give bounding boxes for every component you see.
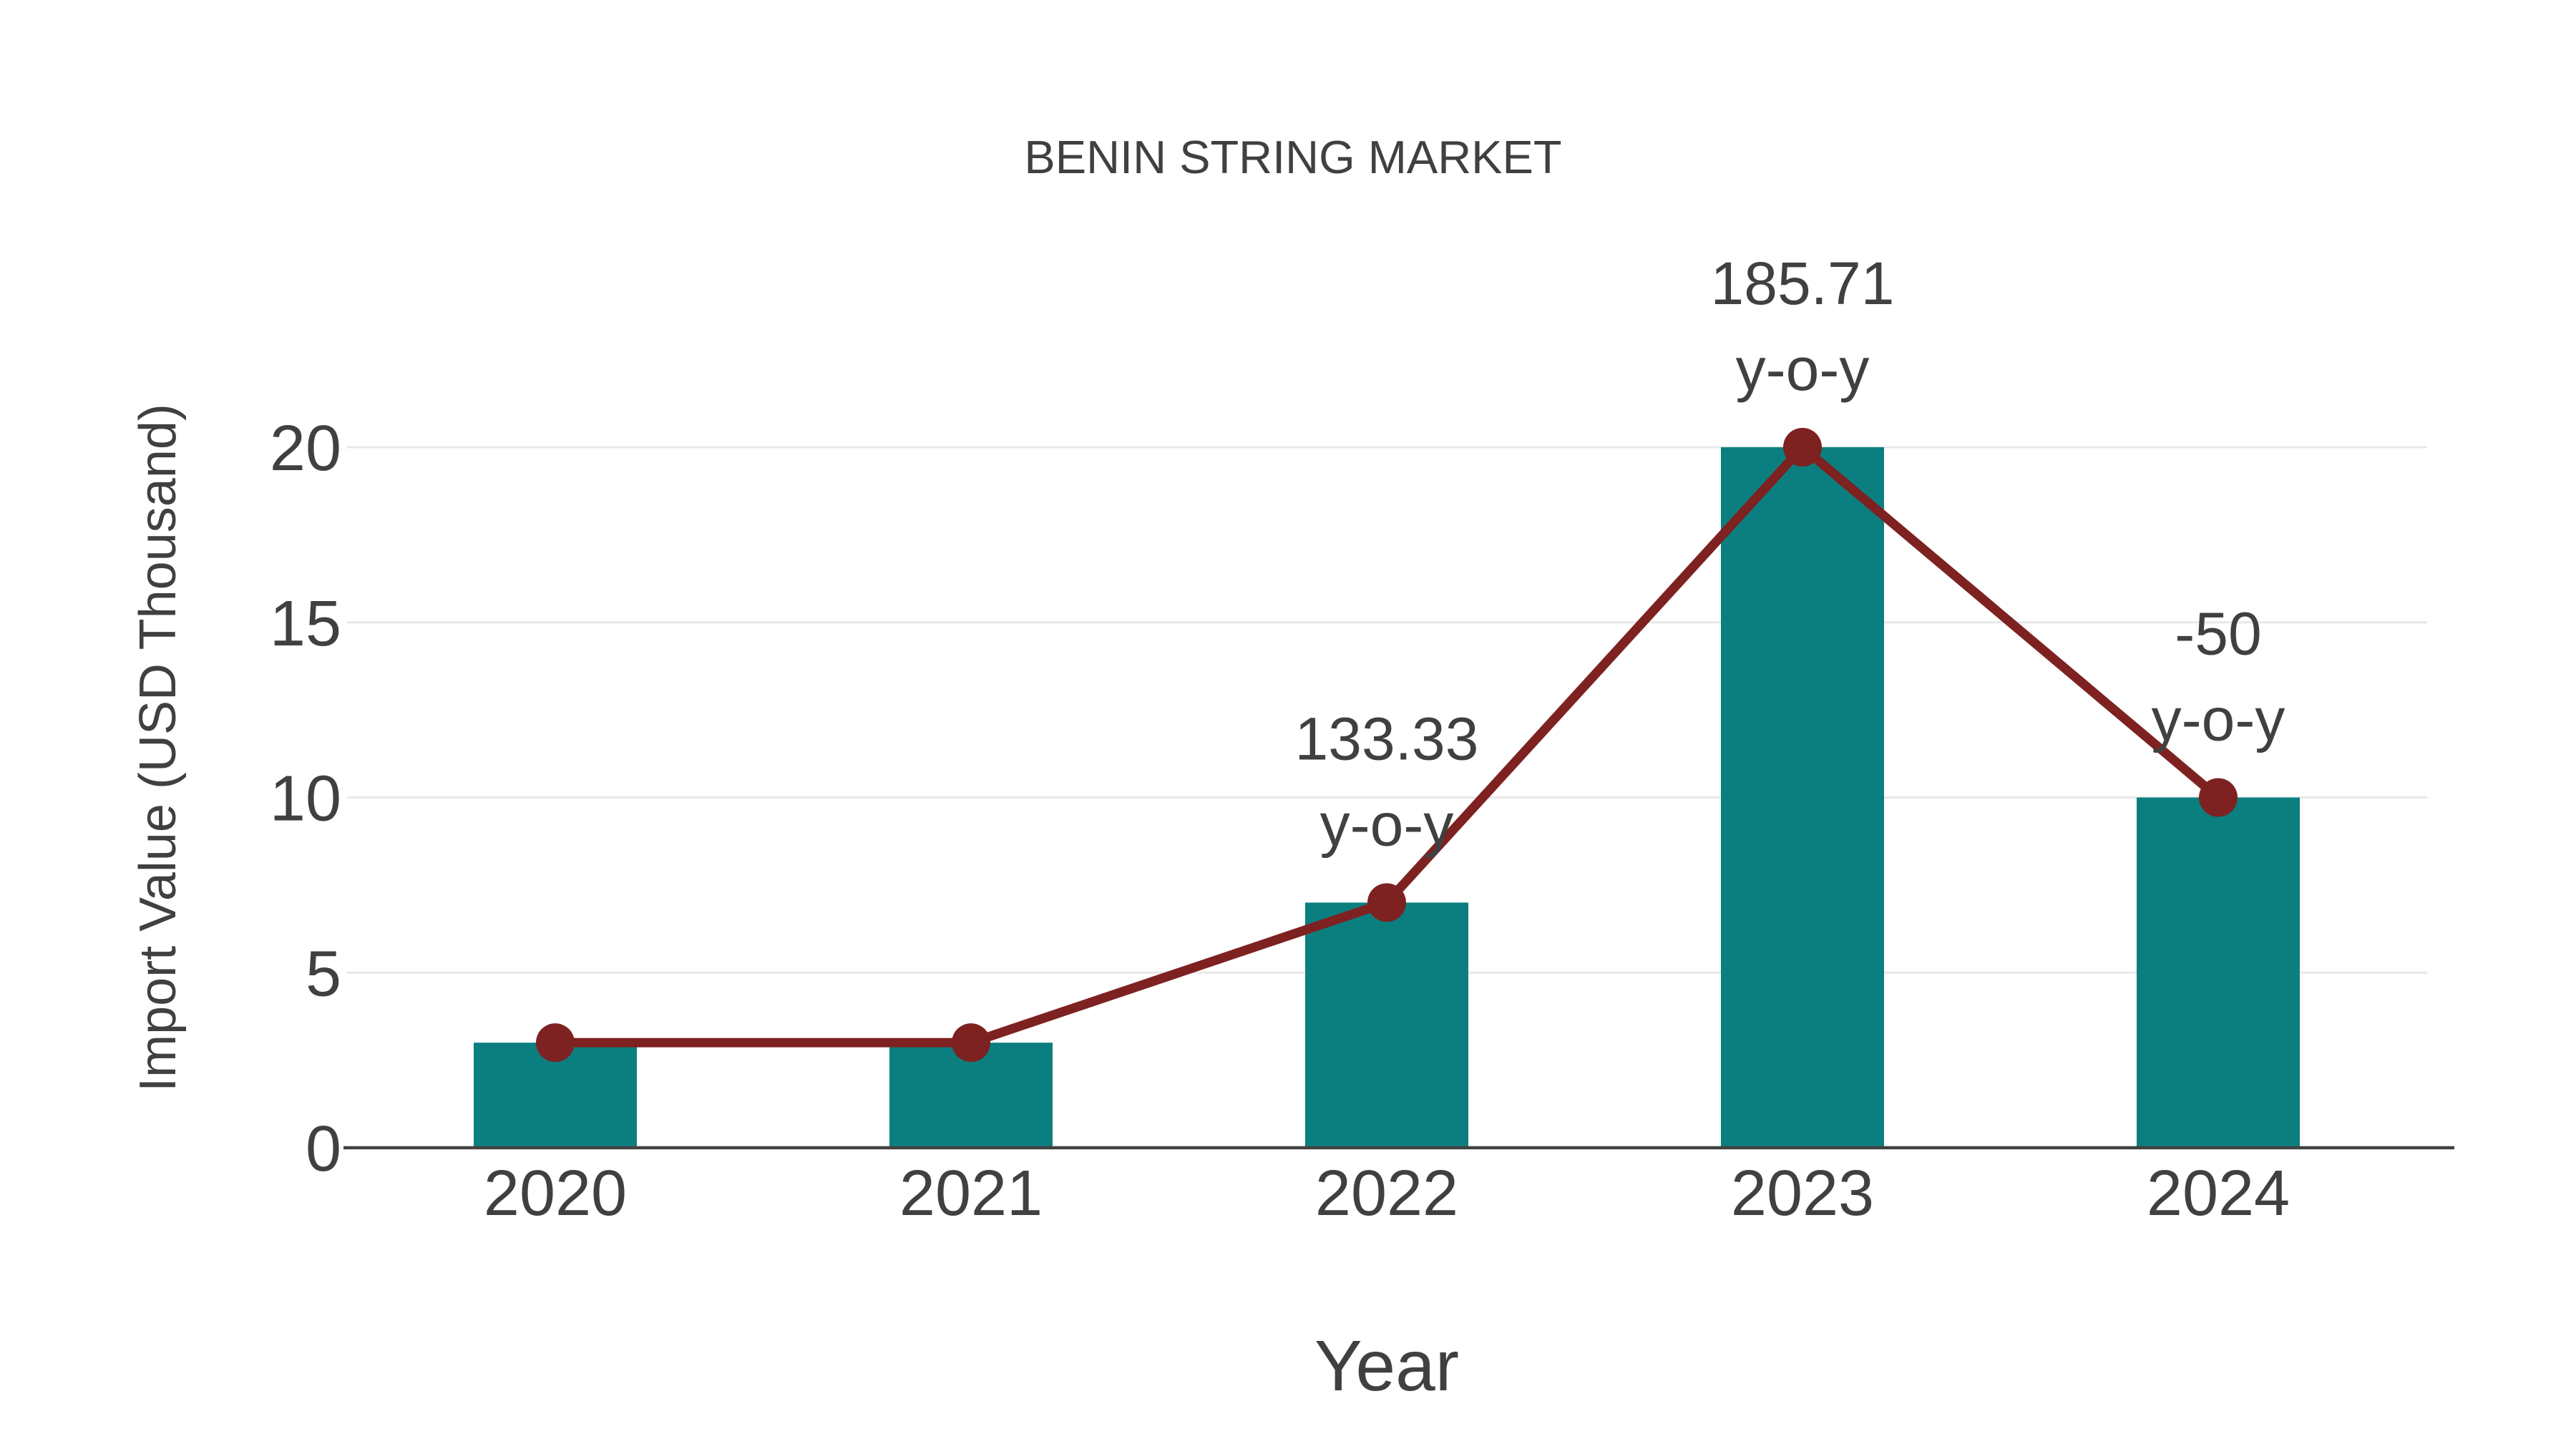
y-axis-title: Import Value (USD Thousand) (130, 404, 187, 1092)
annotation-value: 133.33 (1295, 705, 1479, 772)
line-marker (1367, 883, 1406, 922)
y-tick-labels: 0 5 10 15 20 (270, 413, 341, 1185)
chart-title: BENIN STRING MARKET (1024, 131, 1561, 183)
annotation-label: y-o-y (1736, 336, 1870, 403)
line-marker (952, 1023, 990, 1063)
x-axis-title: Year (1314, 1326, 1459, 1406)
annotation-label: y-o-y (1320, 791, 1454, 858)
line-marker (536, 1023, 575, 1063)
x-tick-label: 2020 (484, 1158, 627, 1229)
annotation-value: -50 (2175, 600, 2261, 668)
x-tick-label: 2024 (2147, 1158, 2290, 1229)
y-tick-label: 10 (270, 763, 341, 835)
y-tick-label: 0 (306, 1113, 341, 1185)
bar (1721, 447, 1884, 1148)
line-series (536, 428, 2238, 1063)
annotations: 133.33 y-o-y 185.71 y-o-y -50 y-o-y (1295, 250, 2285, 858)
annotation-label: y-o-y (2152, 686, 2285, 753)
y-tick-label: 15 (270, 588, 341, 660)
x-tick-label: 2021 (899, 1158, 1043, 1229)
x-tick-labels: 2020 2021 2022 2023 2024 (484, 1158, 2290, 1229)
y-tick-label: 20 (270, 413, 341, 484)
y-tick-label: 5 (306, 938, 341, 1010)
annotation-value: 185.71 (1711, 250, 1895, 317)
line-marker (2199, 778, 2238, 817)
bar (1305, 902, 1468, 1148)
bar (2137, 797, 2300, 1148)
x-tick-label: 2023 (1731, 1158, 1874, 1229)
line-marker (1783, 428, 1822, 467)
x-tick-label: 2022 (1315, 1158, 1458, 1229)
